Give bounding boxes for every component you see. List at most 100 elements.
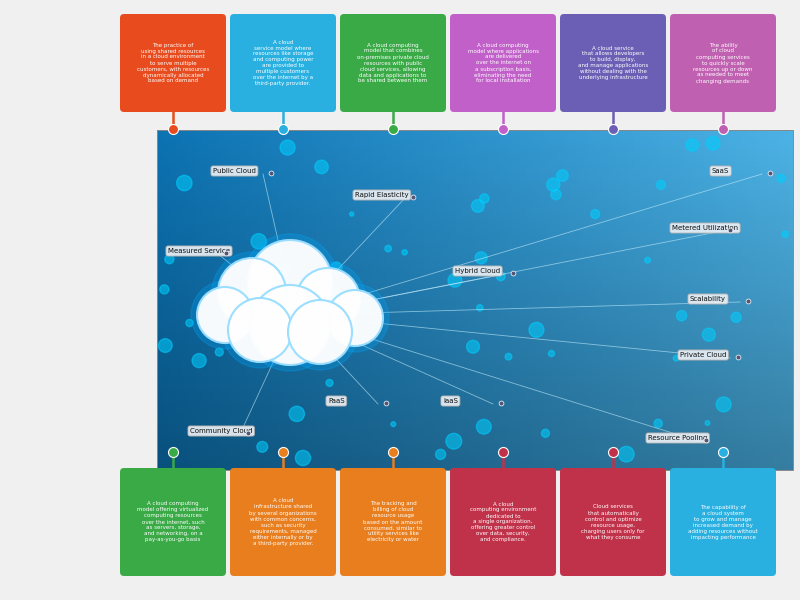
Circle shape — [391, 422, 396, 427]
Circle shape — [550, 190, 561, 200]
Text: The capability of
a cloud system
to grow and manage
increased demand by
adding r: The capability of a cloud system to grow… — [688, 505, 758, 539]
Circle shape — [160, 285, 169, 294]
FancyBboxPatch shape — [670, 14, 776, 112]
Text: IaaS: IaaS — [443, 398, 458, 404]
Circle shape — [321, 284, 389, 352]
Circle shape — [192, 353, 206, 368]
Circle shape — [191, 281, 259, 349]
Circle shape — [645, 257, 650, 263]
Text: The ability
of cloud
computing services
to quickly scale
resources up or down
as: The ability of cloud computing services … — [694, 43, 753, 83]
Circle shape — [480, 194, 489, 203]
Circle shape — [289, 406, 305, 422]
Circle shape — [257, 442, 268, 452]
Text: A cloud
infrastructure shared
by several organizations
with common concerns,
suc: A cloud infrastructure shared by several… — [249, 499, 317, 545]
FancyBboxPatch shape — [560, 14, 666, 112]
Circle shape — [222, 292, 298, 368]
Text: A cloud computing
model where applications
are delivered
over the internet on
a : A cloud computing model where applicatio… — [467, 43, 538, 83]
Circle shape — [731, 312, 742, 322]
Bar — [157, 130, 793, 470]
Circle shape — [296, 268, 360, 332]
Text: The tracking and
billing of cloud
resource usage
based on the amount
consumed, s: The tracking and billing of cloud resour… — [363, 502, 422, 542]
Circle shape — [290, 262, 366, 338]
Circle shape — [244, 279, 336, 371]
Text: Metered Utilization: Metered Utilization — [672, 225, 738, 231]
Circle shape — [705, 421, 710, 425]
Circle shape — [618, 446, 634, 462]
Circle shape — [186, 319, 193, 326]
Circle shape — [158, 338, 172, 352]
Circle shape — [251, 233, 266, 249]
Circle shape — [288, 300, 352, 364]
Circle shape — [777, 175, 785, 182]
Circle shape — [282, 294, 358, 370]
Circle shape — [477, 305, 483, 311]
Circle shape — [165, 254, 174, 264]
Circle shape — [446, 433, 462, 449]
Circle shape — [402, 250, 407, 255]
FancyBboxPatch shape — [340, 14, 446, 112]
Circle shape — [311, 317, 322, 328]
Circle shape — [242, 234, 338, 330]
Circle shape — [350, 212, 354, 216]
Circle shape — [542, 429, 550, 437]
Circle shape — [348, 328, 352, 332]
Circle shape — [782, 231, 788, 238]
Text: A cloud
computing environment
dedicated to
a single organization,
offering great: A cloud computing environment dedicated … — [470, 502, 536, 542]
Circle shape — [529, 322, 544, 337]
FancyBboxPatch shape — [450, 14, 556, 112]
Circle shape — [197, 287, 253, 343]
Circle shape — [280, 140, 295, 155]
Text: A cloud
service model where
resources like storage
and computing power
are provi: A cloud service model where resources li… — [253, 40, 314, 86]
Circle shape — [215, 348, 223, 356]
Circle shape — [275, 263, 290, 278]
FancyBboxPatch shape — [670, 468, 776, 576]
Circle shape — [466, 340, 479, 353]
Circle shape — [590, 209, 600, 218]
FancyBboxPatch shape — [120, 468, 226, 576]
Circle shape — [546, 178, 560, 191]
Circle shape — [218, 258, 286, 326]
Circle shape — [435, 449, 446, 460]
Text: A cloud computing
model offering virtualized
computing resources
over the intern: A cloud computing model offering virtual… — [138, 502, 209, 542]
Text: SaaS: SaaS — [712, 168, 730, 174]
Text: Private Cloud: Private Cloud — [680, 352, 726, 358]
Circle shape — [475, 252, 487, 264]
FancyBboxPatch shape — [450, 468, 556, 576]
Circle shape — [314, 160, 328, 173]
Circle shape — [549, 350, 554, 356]
Text: Rapid Elasticity: Rapid Elasticity — [355, 192, 409, 198]
Text: Cloud services
that automatically
control and optimize
resource usage,
charging : Cloud services that automatically contro… — [582, 505, 645, 539]
Text: A cloud computing
model that combines
on-premises private cloud
resources with p: A cloud computing model that combines on… — [357, 43, 429, 83]
FancyBboxPatch shape — [230, 468, 336, 576]
Circle shape — [177, 175, 192, 191]
Circle shape — [326, 379, 333, 386]
Circle shape — [250, 285, 330, 365]
Circle shape — [212, 252, 292, 332]
Circle shape — [702, 328, 715, 341]
Circle shape — [228, 298, 292, 362]
Circle shape — [706, 136, 720, 150]
Circle shape — [330, 262, 342, 274]
Text: Community Cloud: Community Cloud — [190, 428, 253, 434]
Text: The practice of
using shared resources
in a cloud environment
to serve multiple
: The practice of using shared resources i… — [137, 43, 209, 83]
Circle shape — [358, 301, 370, 312]
Circle shape — [295, 451, 310, 466]
Circle shape — [505, 353, 512, 360]
Text: Scalability: Scalability — [690, 296, 726, 302]
Circle shape — [496, 272, 505, 281]
Text: Hybrid Cloud: Hybrid Cloud — [455, 268, 500, 274]
Circle shape — [471, 200, 484, 212]
Circle shape — [557, 170, 568, 181]
Circle shape — [448, 274, 462, 287]
Circle shape — [327, 290, 383, 346]
Text: PaaS: PaaS — [328, 398, 345, 404]
Circle shape — [686, 139, 698, 151]
Circle shape — [385, 245, 391, 252]
Circle shape — [248, 240, 332, 324]
FancyBboxPatch shape — [230, 14, 336, 112]
FancyBboxPatch shape — [340, 468, 446, 576]
FancyBboxPatch shape — [120, 14, 226, 112]
Circle shape — [477, 419, 491, 434]
Circle shape — [677, 311, 686, 321]
Circle shape — [674, 355, 679, 361]
